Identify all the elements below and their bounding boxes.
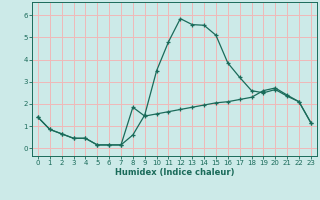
X-axis label: Humidex (Indice chaleur): Humidex (Indice chaleur) <box>115 168 234 177</box>
